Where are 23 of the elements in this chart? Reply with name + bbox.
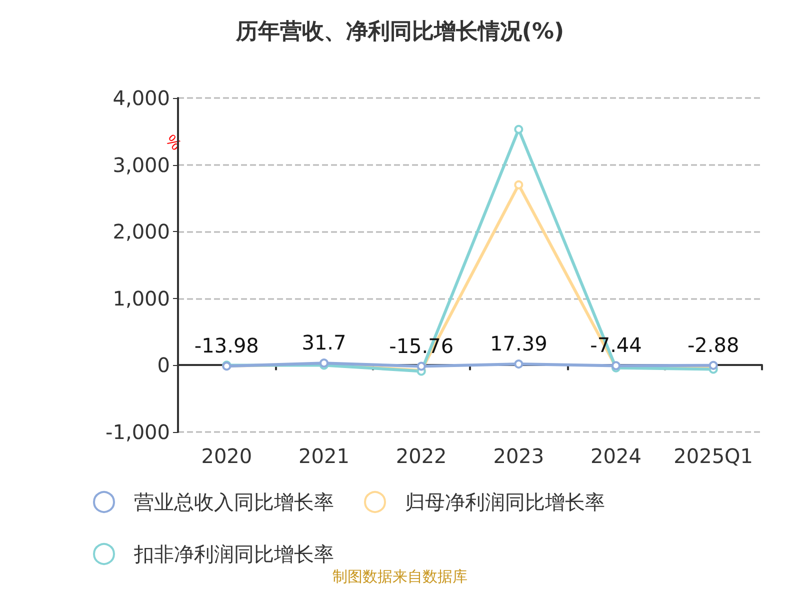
data-label: -2.88 (687, 332, 740, 357)
y-tick-label: 4,000 (112, 86, 170, 110)
legend-label: 营业总收入同比增长率 (134, 490, 334, 514)
x-tick-label: 2020 (201, 444, 252, 468)
x-tick-label: 2024 (590, 444, 642, 468)
data-label: 17.39 (490, 332, 548, 356)
x-tick-label: 2022 (396, 444, 447, 468)
chart-title: 历年营收、净利同比增长情况(%) (234, 20, 564, 44)
legend-label: 扣非净利润同比增长率 (133, 542, 334, 566)
legend-label: 归母净利润同比增长率 (405, 490, 605, 514)
data-label: -7.44 (590, 333, 642, 358)
x-tick-label: 2021 (298, 444, 350, 468)
y-tick-label: 3,000 (112, 152, 170, 177)
y-tick-label: 1,000 (112, 286, 170, 310)
data-label: 31.7 (302, 330, 346, 355)
x-tick-label: 2025Q1 (674, 444, 754, 468)
data-label: -15.76 (389, 334, 454, 358)
y-tick-label: -1,000 (106, 420, 170, 444)
text: 制图数据来自数据库 (332, 568, 468, 586)
data-label: -13.98 (194, 334, 259, 358)
y-tick-label: 2,000 (112, 220, 170, 244)
x-tick-label: 2023 (493, 444, 544, 468)
y-tick-label: 0 (157, 353, 170, 378)
